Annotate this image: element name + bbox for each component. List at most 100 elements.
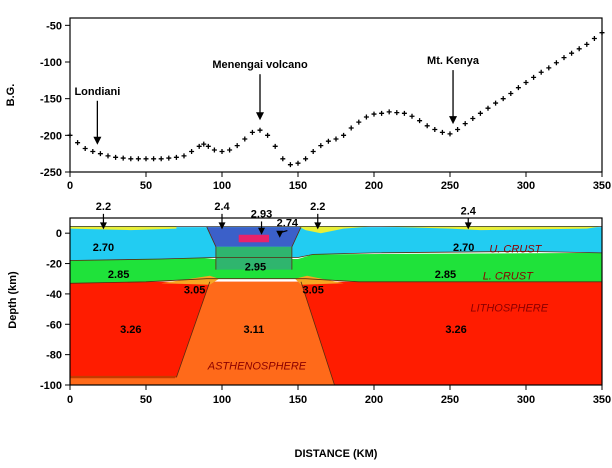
gravity-data-point — [356, 119, 362, 125]
gravity-data-point — [523, 80, 529, 86]
density-label: 2.85 — [108, 269, 129, 281]
gravity-x-tick-label: 0 — [67, 180, 73, 192]
gravity-x-tick-label: 200 — [365, 180, 383, 192]
density-label: 3.05 — [302, 284, 323, 296]
model-y-tick-label: -40 — [46, 289, 62, 301]
model-x-tick-label: 300 — [517, 394, 535, 406]
gravity-data-point — [265, 132, 271, 138]
density-label: 3.26 — [445, 324, 466, 336]
model-y-tick-label: -20 — [46, 259, 62, 271]
layer-labels: U. CRUST L. CRUST LITHOSPHERE ASTHENOSPHERE — [207, 243, 549, 372]
gravity-data-point — [272, 143, 278, 149]
gravity-data-point — [531, 74, 537, 80]
gravity-data-point — [432, 126, 438, 132]
gravity-data-point — [82, 146, 88, 152]
crustal-model-chart: 0-20-40-60-80-100 0 50 100 150 200 250 300 350 … — [7, 201, 611, 460]
density-label: 2.70 — [93, 242, 114, 254]
density-arrowhead — [258, 227, 266, 235]
gravity-data-point — [584, 41, 590, 47]
gravity-data-point — [287, 162, 293, 168]
density-arrowhead — [464, 222, 472, 230]
gravity-data-point — [227, 147, 233, 153]
layer-boundary — [69, 278, 602, 284]
asth-top-sliver-right — [295, 275, 344, 285]
surface-sediment-mid — [298, 226, 374, 234]
gravity-data-point — [173, 154, 179, 160]
layer-boundary — [300, 281, 335, 386]
gravity-y-tick-label: -50 — [46, 20, 62, 32]
gravity-data-point — [158, 156, 164, 162]
model-x-tick-label: 150 — [289, 394, 307, 406]
gravity-data-point — [485, 105, 491, 111]
gravity-data-point — [143, 156, 149, 162]
density-label: 2.85 — [435, 269, 456, 281]
gravity-data-point — [538, 69, 544, 75]
density-arrowhead — [314, 222, 322, 230]
gravity-data-point — [196, 143, 202, 149]
gravity-data-point — [599, 30, 605, 36]
gravity-plot-frame — [69, 17, 603, 173]
gravity-x-tick-label: 300 — [517, 180, 535, 192]
density-label: 3.05 — [184, 284, 205, 296]
model-y-tick-label: -100 — [40, 380, 62, 392]
gravity-annotation-arrowhead — [256, 112, 264, 121]
intrusion-body — [238, 234, 270, 243]
surface-sediment-left — [70, 226, 177, 231]
gravity-chart: -50 -100 -150 -200 -250 0 50 100 150 200 250 300 35… — [5, 17, 611, 192]
gravity-data-point — [181, 153, 187, 159]
asthenosphere-layer — [70, 281, 335, 385]
gravity-data-point — [189, 148, 195, 154]
density-arrowhead — [276, 230, 284, 238]
gravity-data-point — [205, 143, 211, 149]
layer-name-label: U. CRUST — [489, 243, 542, 255]
gravity-data-point — [417, 118, 423, 124]
model-y-axis-label: Depth (km) — [7, 271, 19, 329]
model-x-axis-label: DISTANCE (KM) — [295, 448, 378, 460]
gravity-data-point — [470, 115, 476, 121]
gravity-data-point — [341, 132, 347, 138]
gravity-data-point — [561, 55, 567, 61]
gravity-data-point — [455, 126, 461, 132]
upper-crust-layer — [70, 227, 602, 261]
gravity-data-point — [515, 85, 521, 91]
density-label: 3.26 — [120, 324, 141, 336]
model-plot-frame — [69, 217, 603, 386]
gravity-data-point — [348, 125, 354, 131]
gravity-data-point — [591, 36, 597, 42]
model-x-tick-label: 350 — [593, 394, 611, 406]
gravity-y-axis-label: B.G. — [5, 84, 17, 107]
lithosphere-layer — [70, 281, 602, 385]
layer-boundary — [69, 250, 603, 261]
gravity-x-tick-label: 150 — [289, 180, 307, 192]
density-labels: 2.2 2.4 2.93 2.74 2.2 2.4 2.70 2.70 2.95 2.85 2.85… — [93, 201, 477, 336]
gravity-y-tick-label: -250 — [40, 167, 62, 179]
gravity-data-point — [371, 111, 377, 117]
gravity-data-point — [318, 143, 324, 149]
layer-boundary — [291, 226, 302, 270]
gravity-data-point — [493, 100, 499, 106]
gravity-data-point — [363, 114, 369, 120]
gravity-data-point — [97, 151, 103, 157]
gravity-data-point — [249, 129, 255, 135]
model-y-tick-label: -80 — [46, 350, 62, 362]
gravity-data-point — [242, 136, 248, 142]
gravity-data-point — [128, 156, 134, 162]
model-x-tick-label: 100 — [213, 394, 231, 406]
gravity-x-ticks: 0 50 100 150 200 250 300 350 — [67, 172, 611, 192]
layer-boundary — [206, 226, 217, 270]
asthenosphere-baseline — [70, 375, 177, 379]
gravity-data-point — [303, 156, 309, 162]
model-y-ticks: 0 -20 -40 -60 -80 -100 — [40, 228, 70, 392]
rift-fill-lower — [215, 246, 292, 270]
gravity-data-points — [67, 30, 605, 168]
gravity-y-tick-label: -150 — [40, 94, 62, 106]
density-label: 2.2 — [96, 201, 111, 213]
gravity-annotation-arrowhead — [449, 116, 458, 125]
gravity-data-point — [386, 109, 392, 115]
gravity-data-point — [280, 156, 286, 162]
density-arrowhead — [99, 222, 107, 230]
gravity-data-point — [257, 127, 263, 133]
gravity-annotation-label: Menengai volcano — [212, 59, 308, 71]
gravity-data-point — [219, 148, 225, 154]
